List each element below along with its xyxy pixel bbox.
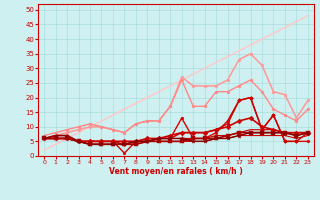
X-axis label: Vent moyen/en rafales ( km/h ): Vent moyen/en rafales ( km/h ) [109, 167, 243, 176]
